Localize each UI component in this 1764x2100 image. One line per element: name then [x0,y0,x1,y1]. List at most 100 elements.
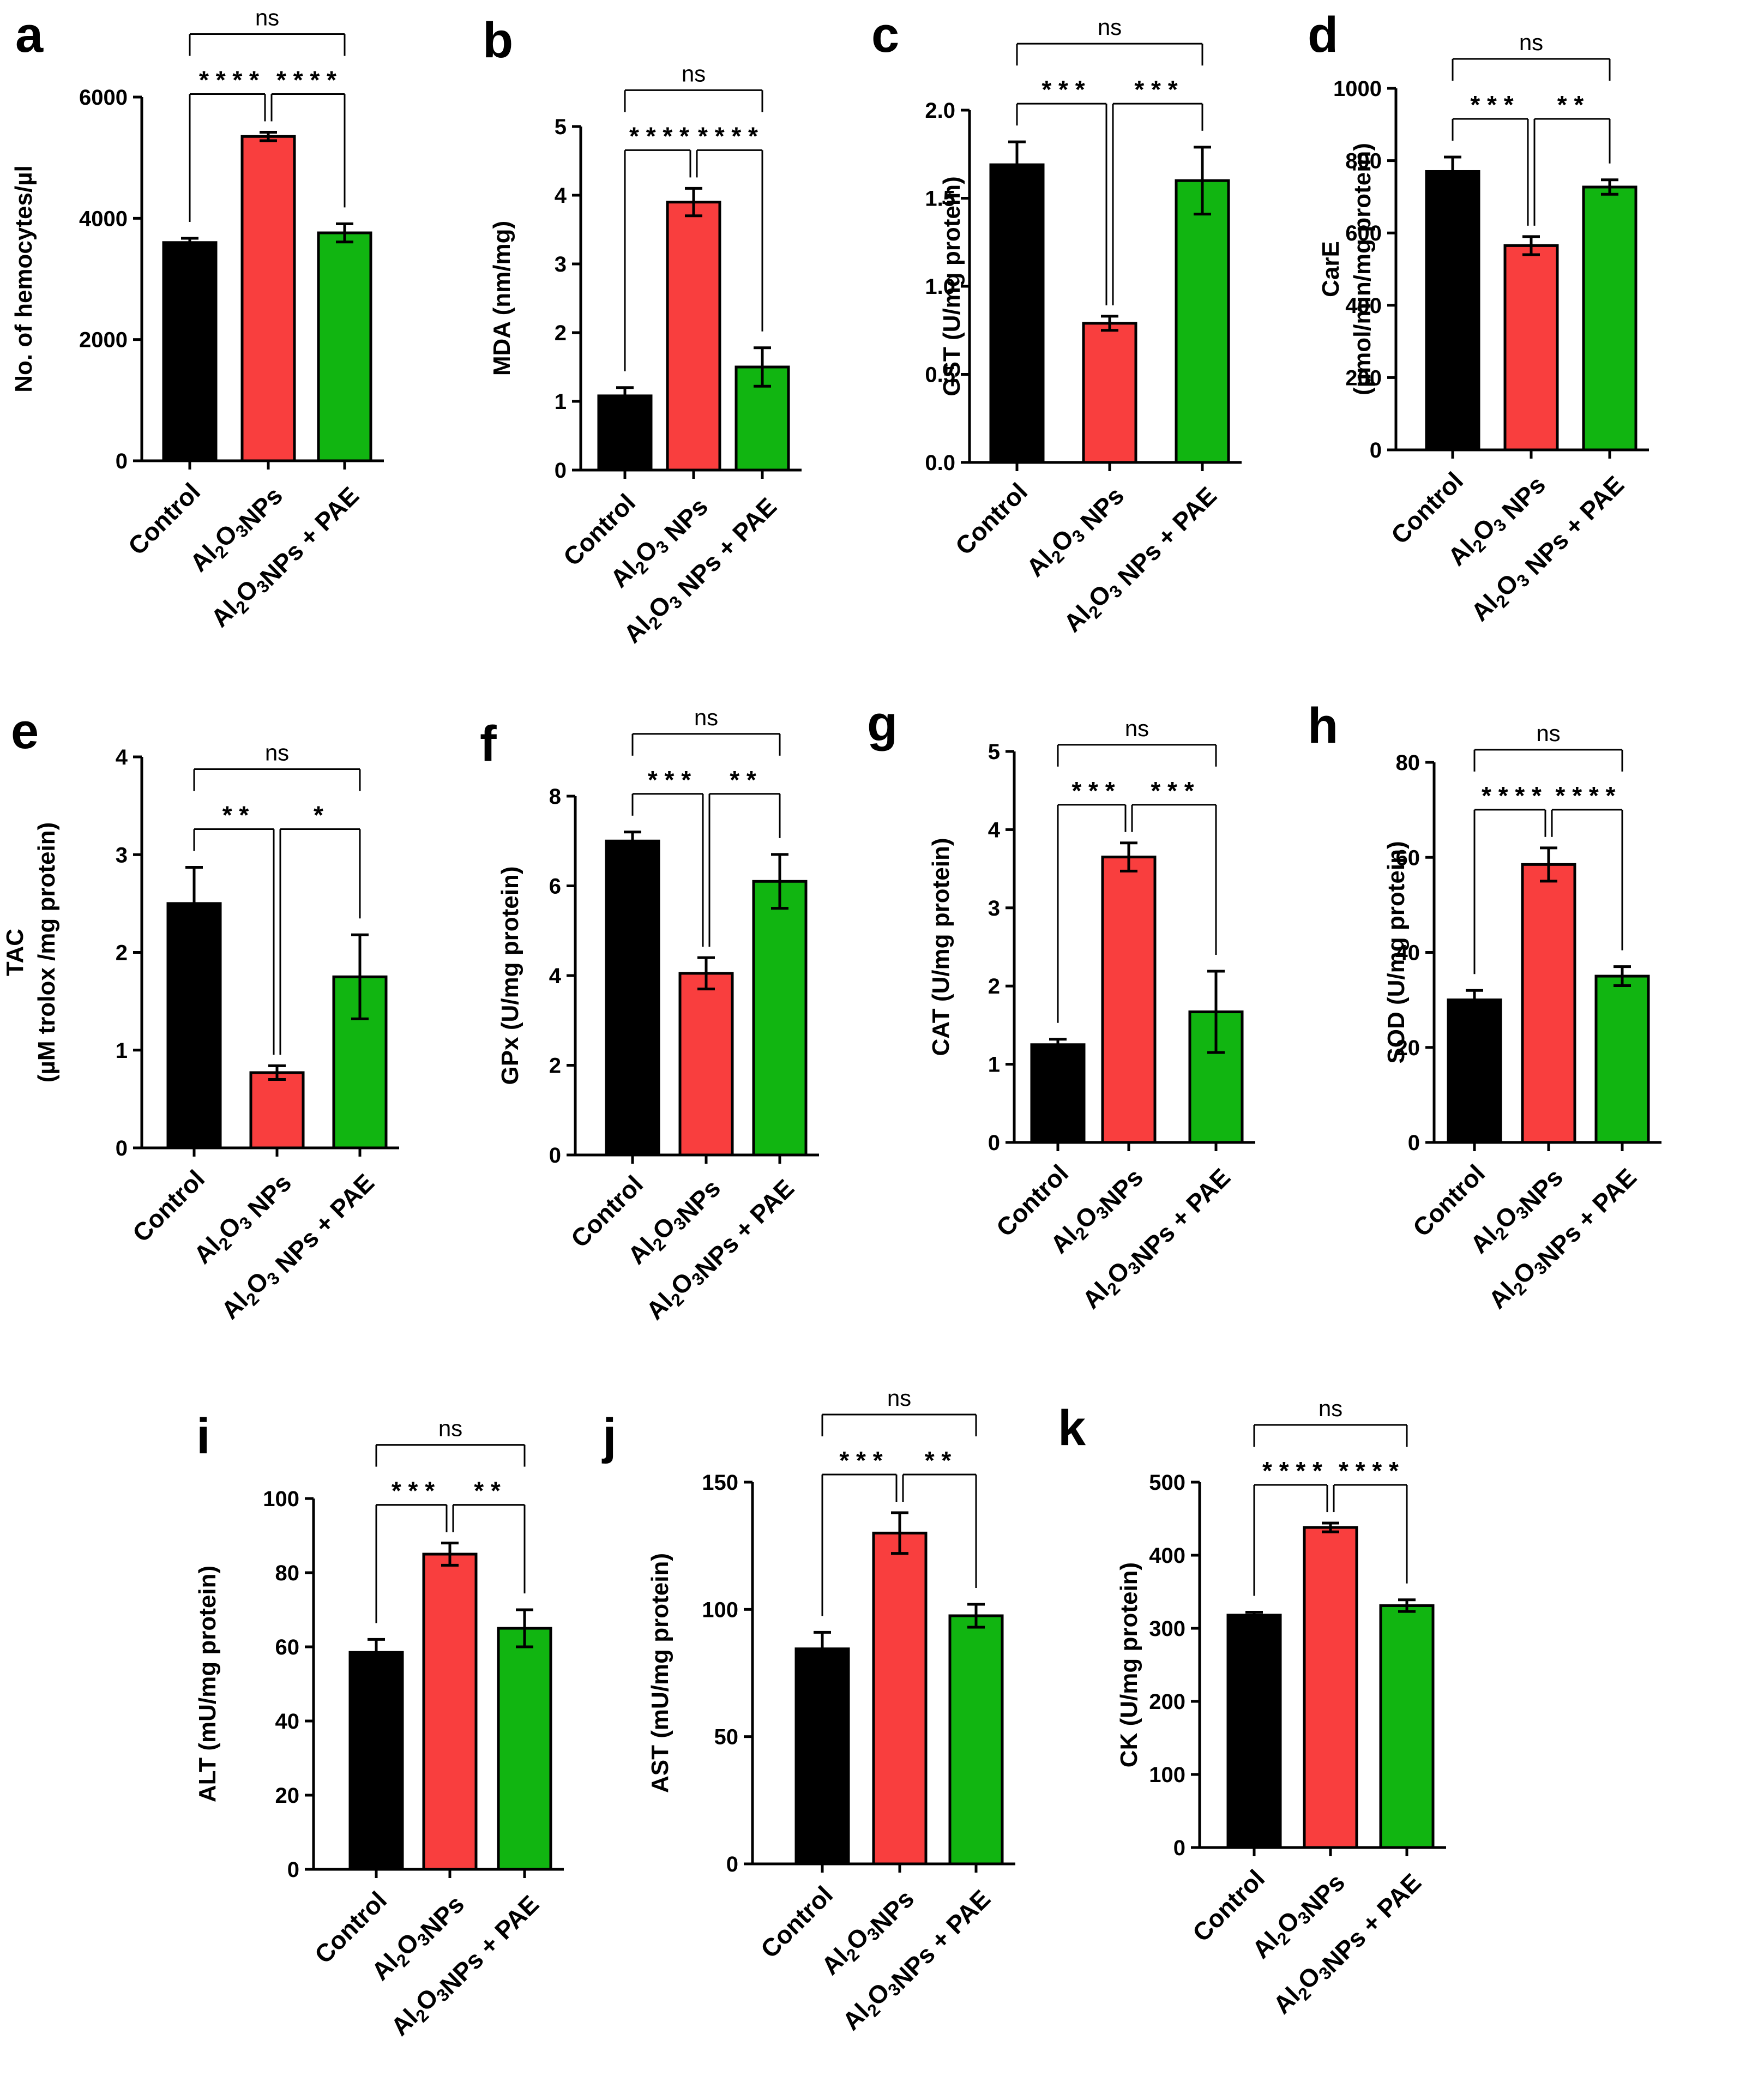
bar-2 [678,972,734,1157]
sig-bracket: * * * [1057,777,1127,1023]
sig-bracket: * * * [1131,777,1217,955]
sig-bracket: * * [1533,91,1611,226]
y-tick-label: 1 [555,390,567,414]
y-tick-label: 2000 [79,328,128,352]
panel-letter: g [867,696,898,751]
sig-bracket: * [279,801,361,1055]
sig-bracket: * * [902,1446,977,1588]
y-tick-label: 6 [549,875,561,899]
sig-bracket: * * * * [1551,781,1623,950]
sig-label: * * * [392,1477,435,1505]
sig-bracket: * * * [631,766,704,947]
bar-1 [1447,998,1502,1144]
x-tick-label: Al2O3NPs [184,477,288,581]
x-tick-label: Control [558,488,641,571]
y-tick-label: 100 [263,1487,299,1511]
panel-letter: i [196,1409,210,1464]
sig-bracket-ns: ns [631,705,781,756]
sig-label: ns [682,61,706,86]
panel-letter: c [871,7,899,63]
sig-bracket: * * * * [1253,1457,1328,1596]
bar-2 [240,135,296,462]
y-tick-label: 3 [116,843,128,867]
sig-bracket: * * * * [1333,1457,1408,1584]
y-tick-label: 0 [988,1131,1000,1155]
sig-label: * * * * [1262,1457,1322,1485]
y-tick-label: 0 [1408,1131,1420,1155]
y-tick-label: 4 [555,184,567,208]
y-tick-label: 20 [275,1784,300,1808]
sig-bracket: * * * [1452,91,1529,226]
y-tick-label: 80 [275,1561,300,1585]
y-tick-label: 0 [1173,1836,1185,1860]
bar-1 [1226,1614,1282,1849]
sig-bracket: * * * * [270,65,346,208]
y-tick-label: 0.0 [925,451,955,475]
y-tick-label: 1.0 [925,275,955,299]
sig-label: ns [255,4,279,30]
chart-panel-d: d 0 200 400 600 800 1000 CarE (µmol/min/mg prote… [1308,7,1649,627]
panel-letter: f [480,716,497,772]
y-tick-label: 0 [116,1136,128,1160]
bar-1 [1030,1043,1086,1144]
y-tick-label: 1 [988,1053,1000,1077]
sig-bracket: * * * * [1473,781,1546,974]
sig-label: * * * [648,766,691,794]
y-tick-label: 5 [988,740,1000,764]
y-tick-label: 100 [702,1598,738,1622]
y-tick-label: 1000 [1333,77,1382,101]
y-axis-label: (µmol/min/mg protein) [1349,143,1376,395]
y-tick-label: 40 [1396,941,1420,965]
sig-bracket-ns: ns [821,1385,977,1436]
bar-2 [422,1553,478,1871]
sig-label: ns [1125,715,1149,741]
bar-2 [1503,244,1559,452]
bar-3 [752,880,808,1157]
y-tick-label: 3 [555,252,567,276]
sig-bracket: * * * * [189,65,266,222]
sig-bracket: * * * [821,1446,898,1616]
sig-label: * * [925,1446,952,1475]
y-tick-label: 2 [116,941,128,965]
y-axis-label: TAC [2,929,28,976]
y-tick-label: 60 [1396,846,1420,870]
bar-3 [1379,1604,1435,1849]
y-axis-label: AST (mU/mg protein) [647,1553,673,1793]
sig-label: * * * [839,1446,882,1475]
sig-label: * * * [1151,777,1194,805]
sig-label: * * * [1041,75,1085,104]
y-tick-label: 50 [714,1725,739,1749]
y-tick-label: 1 [116,1039,128,1063]
y-tick-label: 2 [555,321,567,345]
sig-bracket: * * * [375,1477,448,1623]
sig-label: ns [1519,29,1543,55]
y-tick-label: 2 [988,974,1000,998]
sig-label: * * [222,801,249,829]
bar-2 [666,201,721,472]
sig-label: * * * * [1339,1457,1399,1485]
y-tick-label: 4 [988,818,1001,842]
sig-label: * * * [1071,777,1115,805]
sig-label: ns [438,1416,462,1441]
sig-label: * * * * [1556,781,1616,810]
y-tick-label: 4000 [79,207,128,231]
sig-label: * * * * [698,122,758,150]
sig-label: * * [730,766,756,794]
panel-letter: h [1308,698,1338,754]
y-tick-label: 4 [116,745,128,769]
y-tick-label: 400 [1345,294,1382,318]
sig-label: ns [1098,14,1122,40]
bar-2 [249,1071,305,1150]
bar-1 [162,241,218,462]
y-tick-label: 0 [549,1144,561,1168]
sig-label: * * [1557,91,1584,119]
y-tick-label: 300 [1149,1617,1185,1641]
y-tick-label: 1.5 [925,187,955,211]
y-tick-label: 4 [549,964,562,988]
